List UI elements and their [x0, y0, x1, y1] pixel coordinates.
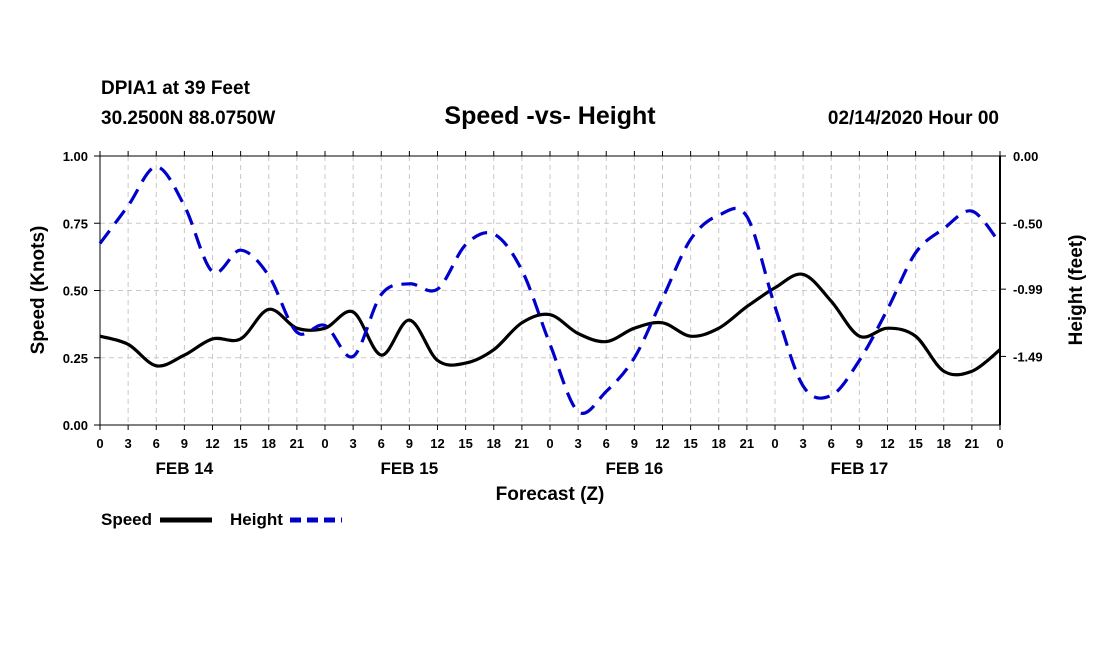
- day-label: FEB 14: [156, 459, 214, 478]
- grid: [100, 156, 1000, 425]
- x-tick-label: 6: [828, 436, 835, 451]
- day-label: FEB 15: [381, 459, 439, 478]
- legend-height-label: Height: [230, 510, 283, 529]
- x-tick-label: 12: [205, 436, 219, 451]
- x-tick-label: 0: [321, 436, 328, 451]
- x-tick-label: 0: [546, 436, 553, 451]
- x-tick-label: 18: [712, 436, 726, 451]
- x-tick-label: 15: [233, 436, 247, 451]
- x-tick-label: 9: [856, 436, 863, 451]
- forecast-datetime: 02/14/2020 Hour 00: [828, 108, 999, 129]
- x-tick-label: 3: [575, 436, 582, 451]
- day-label: FEB 17: [831, 459, 889, 478]
- y-left-tick-label: 0.50: [63, 284, 88, 299]
- y-right-tick-label: -0.99: [1013, 282, 1043, 297]
- series-line-speed: [100, 274, 1000, 375]
- x-tick-label: 12: [655, 436, 669, 451]
- x-tick-label: 9: [631, 436, 638, 451]
- legend: Speed Height: [101, 510, 342, 529]
- x-tick-label: 9: [406, 436, 413, 451]
- x-tick-label: 0: [96, 436, 103, 451]
- x-tick-label: 12: [880, 436, 894, 451]
- x-tick-label: 9: [181, 436, 188, 451]
- x-tick-label: 0: [996, 436, 1003, 451]
- x-tick-label: 18: [487, 436, 501, 451]
- x-tick-label: 15: [683, 436, 697, 451]
- x-tick-label: 21: [515, 436, 529, 451]
- x-tick-label: 3: [800, 436, 807, 451]
- y-axis-left-label: Speed (Knots): [28, 226, 49, 355]
- station-label: DPIA1 at 39 Feet: [101, 78, 251, 99]
- x-tick-label: 15: [458, 436, 472, 451]
- x-tick-label: 21: [740, 436, 754, 451]
- tick-labels: 0 3 6 9 12 15 18 21 0 3 6 9 12 15 18 21 0 3 6 9 12 15 18 21 0 3 6 9…: [63, 149, 1043, 478]
- y-left-tick-label: 0.00: [63, 418, 88, 433]
- y-axis-right-label: Height (feet): [1066, 235, 1087, 346]
- x-tick-label: 12: [430, 436, 444, 451]
- y-left-tick-label: 1.00: [63, 149, 88, 164]
- x-tick-label: 21: [290, 436, 304, 451]
- location-label: 30.2500N 88.0750W: [101, 108, 275, 129]
- y-right-tick-label: -0.50: [1013, 216, 1043, 231]
- x-tick-label: 0: [771, 436, 778, 451]
- y-left-tick-label: 0.25: [63, 351, 88, 366]
- x-axis-label: Forecast (Z): [496, 484, 605, 505]
- chart-title: Speed -vs- Height: [444, 102, 656, 130]
- x-tick-label: 21: [965, 436, 979, 451]
- y-right-tick-label: 0.00: [1013, 149, 1038, 164]
- x-tick-label: 6: [603, 436, 610, 451]
- x-tick-label: 6: [378, 436, 385, 451]
- x-tick-label: 18: [937, 436, 951, 451]
- x-tick-label: 15: [908, 436, 922, 451]
- legend-speed-label: Speed: [101, 510, 152, 529]
- y-left-tick-label: 0.75: [63, 216, 88, 231]
- x-tick-label: 18: [262, 436, 276, 451]
- x-tick-label: 3: [125, 436, 132, 451]
- x-tick-label: 3: [350, 436, 357, 451]
- day-label: FEB 16: [606, 459, 664, 478]
- x-tick-label: 6: [153, 436, 160, 451]
- y-right-tick-label: -1.49: [1013, 349, 1043, 364]
